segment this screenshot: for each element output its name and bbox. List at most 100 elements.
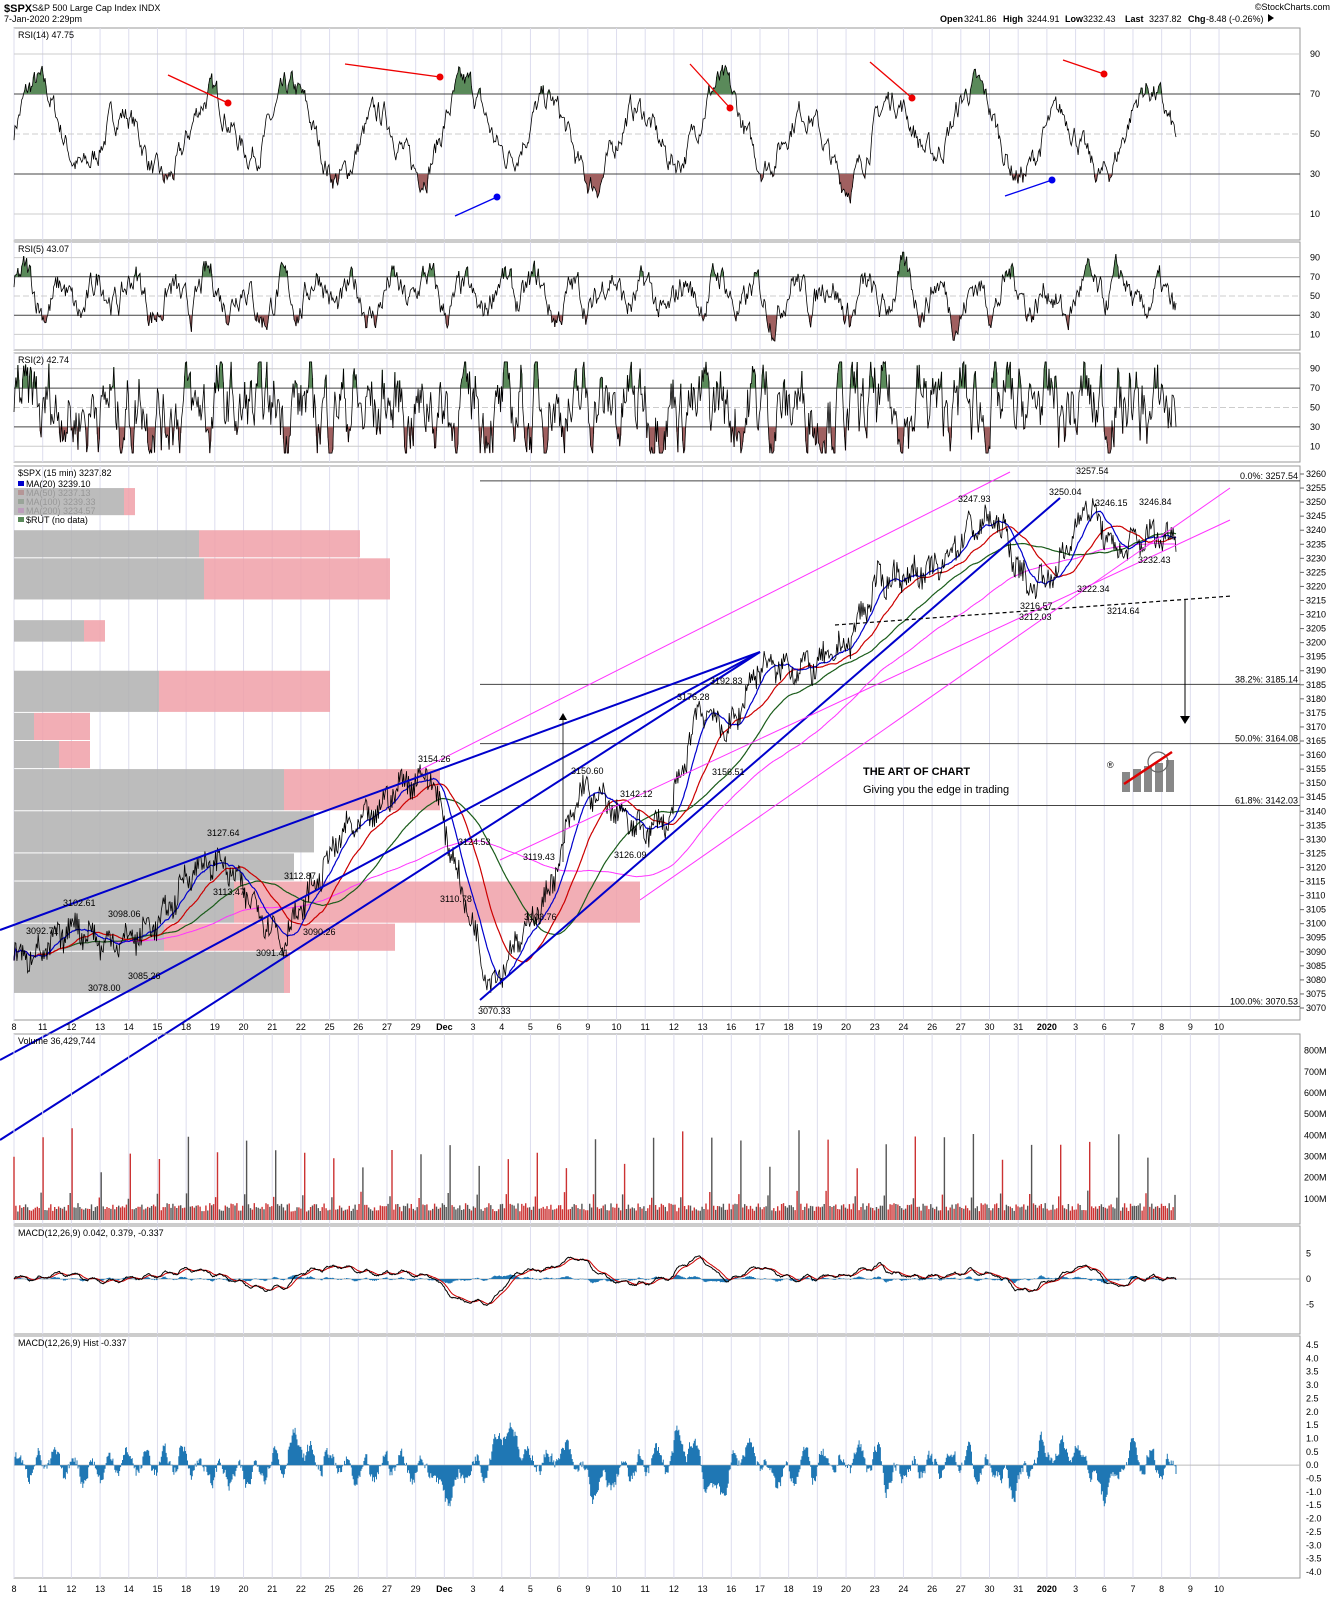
price-label: $SPX (15 min) 3237.82 [18,468,112,478]
price-annotation: 3246.15 [1095,498,1128,508]
price-annotation: 3127.64 [207,828,240,838]
rsi14-tick: 30 [1310,169,1320,179]
x-axis-label: 25 [325,1022,335,1032]
rsi5-overbought-fill [14,252,1161,277]
x-axis-label: 22 [296,1584,306,1594]
hist-tick: 4.0 [1306,1353,1319,1363]
divergence-arrow [689,63,731,109]
channel-line [499,519,1231,861]
price-tick: 3115 [1306,877,1325,887]
x-axis-label: 7 [1130,1022,1135,1032]
price-annotation: 3250.04 [1049,487,1082,497]
hist-tick: -0.5 [1306,1474,1322,1484]
x-axis-label: 9 [1188,1022,1193,1032]
arrow-head [726,104,734,112]
x-axis-label: 17 [755,1022,765,1032]
price-annotation: 3232.43 [1138,555,1171,565]
vbp-bar-grey [14,769,284,811]
price-tick: 3185 [1306,680,1326,690]
x-axis-label: 5 [528,1022,533,1032]
x-axis-label: 2020 [1037,1584,1057,1594]
x-axis-label: 17 [755,1584,765,1594]
price-tick: 3145 [1306,792,1326,802]
x-axis-label: 10 [612,1584,622,1594]
vbp-bar-pink [59,741,90,769]
logo-arrow-icon [1123,750,1173,786]
x-axis-label: 14 [124,1022,134,1032]
x-axis-label: 5 [528,1584,533,1594]
x-axis-label: 12 [669,1022,679,1032]
header-ohlc-value: 3244.91 [1027,14,1060,24]
ma100-line [13,532,1177,961]
price-annotation: 3070.33 [478,1006,511,1016]
x-axis-label: 26 [927,1584,937,1594]
price-tick: 3205 [1306,624,1326,634]
logo-tagline: Giving you the edge in trading [863,784,1009,796]
price-tick: 3220 [1306,581,1326,591]
trendline [479,497,1061,1001]
rsi2-tick: 70 [1310,383,1320,393]
price-annotation: 3176.28 [677,692,710,702]
price-annotation: 3124.53 [458,837,491,847]
vbp-bar-pink [284,951,290,993]
neckline [834,595,1233,626]
price-tick: 3100 [1306,919,1326,929]
x-axis-label: 18 [181,1022,191,1032]
price-tick: 3075 [1306,989,1326,999]
x-axis-label: 6 [1102,1022,1107,1032]
legend-entry: MA(20) 3239.10 [26,479,91,489]
macd-tick: 0 [1306,1274,1311,1284]
vbp-bar-pink [124,488,135,516]
x-axis-label: 18 [181,1584,191,1594]
arrow-head [436,73,444,81]
x-axis-label: 8 [1159,1584,1164,1594]
x-axis-label: 27 [382,1022,392,1032]
price-tick: 3230 [1306,553,1326,563]
divergence-arrow [869,61,913,99]
price-tick: 3105 [1306,905,1326,915]
fib-label: 38.2%: 3185.14 [1235,674,1298,684]
header-ohlc-label: Low [1065,14,1084,24]
logo-mark: ® [1107,760,1114,770]
x-axis-label: 7 [1130,1584,1135,1594]
fib-label: 0.0%: 3257.54 [1240,471,1298,481]
divergence-arrow [1062,59,1105,75]
hist-tick: -3.5 [1306,1554,1322,1564]
header-source: ©StockCharts.com [1255,2,1330,12]
price-annotation: 3102.61 [63,898,96,908]
volume-bars-up [13,1128,1174,1220]
hist-tick: 3.5 [1306,1367,1319,1377]
measure-arrow-head [559,713,567,720]
x-axis-label: 11 [641,1022,650,1032]
x-axis-label: 6 [1102,1584,1107,1594]
x-axis-label: 20 [841,1022,851,1032]
header-ohlc-value: 3241.86 [964,14,997,24]
x-axis-label: 6 [557,1584,562,1594]
price-annotation: 3150.60 [571,766,604,776]
x-axis-label: 3 [1073,1022,1078,1032]
divergence-arrow [1004,179,1053,197]
x-axis-label: 9 [585,1584,590,1594]
price-tick: 3140 [1306,806,1326,816]
price-tick: 3195 [1306,652,1326,662]
rsi2-overbought-fill [15,361,1163,389]
price-tick: 3190 [1306,666,1326,676]
price-tick: 3130 [1306,834,1326,844]
price-annotation: 3103.76 [524,912,557,922]
x-axis-label: 11 [38,1584,47,1594]
channel-line [639,487,1231,901]
price-line [13,498,1177,993]
price-annotation: 3092.71 [26,926,59,936]
vbp-bar-pink [159,670,330,712]
x-axis-label: 11 [38,1022,47,1032]
price-tick: 3085 [1306,961,1326,971]
hist-label: MACD(12,26,9) Hist -0.337 [18,1338,127,1348]
vbp-bar-grey [14,853,294,881]
price-tick: 3240 [1306,525,1326,535]
trendline [0,651,761,1061]
hist-tick: -3.0 [1306,1540,1322,1550]
vbp-bar-grey [14,488,124,516]
x-axis-label: 3 [471,1022,476,1032]
price-tick: 3110 [1306,891,1325,901]
arrow-head [1100,70,1108,78]
